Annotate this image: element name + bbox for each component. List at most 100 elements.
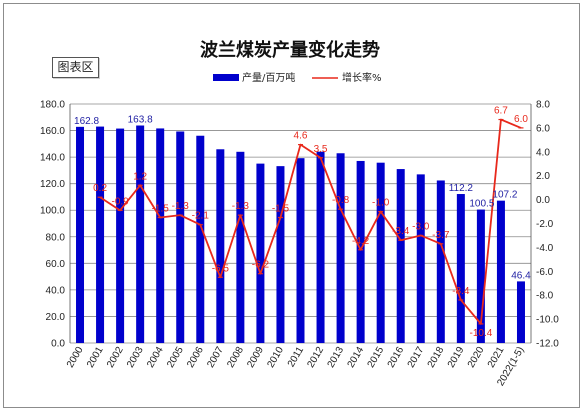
y-right-tick-label: 6.0 xyxy=(536,123,550,134)
line-data-label: -6.5 xyxy=(212,263,230,274)
y-right-tick-label: -12.0 xyxy=(536,339,559,350)
x-tick-label: 2006 xyxy=(185,345,206,370)
bar xyxy=(176,131,185,343)
x-tick-label: 2012 xyxy=(305,345,326,370)
legend: 产量/百万吨 增长率% xyxy=(213,71,382,84)
x-tick-label: 2000 xyxy=(65,345,86,370)
y-right-tick-label: 4.0 xyxy=(536,147,550,158)
line-data-label: -0.9 xyxy=(111,196,129,207)
bar xyxy=(476,209,485,343)
y-left-tick-label: 60.0 xyxy=(46,259,66,270)
bar xyxy=(516,281,525,343)
x-tick-label: 2010 xyxy=(265,345,286,370)
bar xyxy=(296,158,305,343)
legend-label-bar: 产量/百万吨 xyxy=(242,71,295,84)
bar xyxy=(436,180,445,343)
y-right-tick-label: -4.0 xyxy=(536,243,554,254)
x-tick-label: 2018 xyxy=(426,345,447,370)
line-data-label: -1.5 xyxy=(272,204,290,215)
y-left-tick-label: 20.0 xyxy=(46,312,66,323)
bar-data-label: 163.8 xyxy=(128,115,153,126)
bar xyxy=(216,149,225,343)
x-tick-label: 2021 xyxy=(486,345,507,370)
y-right-tick-label: -10.0 xyxy=(536,315,559,326)
bar xyxy=(316,151,325,343)
bar xyxy=(96,126,105,343)
x-tick-label: 2017 xyxy=(406,345,427,370)
y-right-tick-label: 2.0 xyxy=(536,171,550,182)
x-tick-label: 2013 xyxy=(326,345,347,370)
x-tick-label: 2003 xyxy=(125,345,146,370)
bar-data-label: 162.8 xyxy=(74,116,99,127)
legend-label-line: 增长率% xyxy=(342,71,382,84)
bar xyxy=(276,166,285,343)
line-data-label: 6.7 xyxy=(494,106,508,117)
line-data-label: -6.2 xyxy=(252,260,270,271)
line-data-label: -1.0 xyxy=(372,198,390,209)
y-right-tick-label: -8.0 xyxy=(536,291,554,302)
bar xyxy=(376,162,385,343)
chart-title: 波兰煤炭产量变化走势 xyxy=(200,39,380,61)
bar xyxy=(236,151,245,343)
line-data-label: -8.4 xyxy=(452,286,470,297)
y-right-tick-label: -6.0 xyxy=(536,267,554,278)
bar xyxy=(356,160,365,343)
line-data-label: -1.3 xyxy=(172,201,190,212)
line-data-label: -3.7 xyxy=(432,230,450,241)
bar xyxy=(416,174,425,343)
line-data-label: -0.8 xyxy=(332,195,350,206)
bar xyxy=(136,125,145,343)
line-data-label: 1.2 xyxy=(133,171,147,182)
x-tick-label: 2020 xyxy=(466,345,487,370)
bar xyxy=(336,153,345,343)
y-left-tick-label: 80.0 xyxy=(46,232,66,243)
x-tick-label: 2014 xyxy=(346,345,367,370)
x-tick-label: 2005 xyxy=(165,345,186,370)
line-data-label: 6.0 xyxy=(514,114,528,125)
y-left-tick-label: 120.0 xyxy=(40,179,65,190)
line-data-label: 3.5 xyxy=(314,144,328,155)
bar xyxy=(256,163,265,343)
line-data-label: -10.4 xyxy=(469,328,492,339)
x-tick-label: 2002 xyxy=(105,345,126,370)
x-tick-label: 2008 xyxy=(225,345,246,370)
bar xyxy=(116,128,125,343)
y-right-tick-label: 0.0 xyxy=(536,195,550,206)
y-left-tick-label: 100.0 xyxy=(40,206,65,217)
bar xyxy=(76,126,85,344)
bar xyxy=(456,194,465,343)
bar xyxy=(196,135,205,343)
line-data-label: -2.1 xyxy=(192,211,210,222)
line-data-label: -1.3 xyxy=(232,201,250,212)
line-data-label: -1.5 xyxy=(152,204,170,215)
y-left-tick-label: 180.0 xyxy=(40,100,65,111)
x-tick-label: 2007 xyxy=(205,345,226,370)
chart-area-tag: 图表区 xyxy=(52,57,99,78)
x-tick-label: 2001 xyxy=(85,345,106,370)
bar-data-label: 112.2 xyxy=(449,183,474,194)
y-right-tick-label: 8.0 xyxy=(536,100,550,111)
x-tick-label: 2016 xyxy=(386,345,407,370)
bar-data-label: 107.2 xyxy=(492,190,517,201)
x-tick-label: 2015 xyxy=(366,345,387,370)
line-data-label: -3.0 xyxy=(412,221,430,232)
y-left-tick-label: 40.0 xyxy=(46,285,66,296)
y-right-tick-label: -2.0 xyxy=(536,219,554,230)
bar xyxy=(156,128,165,343)
y-left-tick-label: 160.0 xyxy=(40,126,65,137)
line-data-label: -4.2 xyxy=(352,236,370,247)
legend-swatch-bar xyxy=(213,74,239,81)
x-tick-label: 2004 xyxy=(145,345,166,370)
x-tick-label: 2019 xyxy=(446,345,467,370)
x-tick-label: 2009 xyxy=(245,345,266,370)
line-data-label: 4.6 xyxy=(294,131,308,142)
line-data-label: -3.4 xyxy=(392,226,410,237)
growth-line xyxy=(99,118,522,325)
bar xyxy=(496,200,505,343)
line-data-label: 0.2 xyxy=(93,183,107,194)
x-tick-label: 2011 xyxy=(286,345,306,370)
y-left-tick-label: 140.0 xyxy=(40,153,65,164)
y-left-tick-label: 0.0 xyxy=(51,339,65,350)
bar-data-label: 100.5 xyxy=(469,199,494,210)
bar xyxy=(396,169,405,343)
